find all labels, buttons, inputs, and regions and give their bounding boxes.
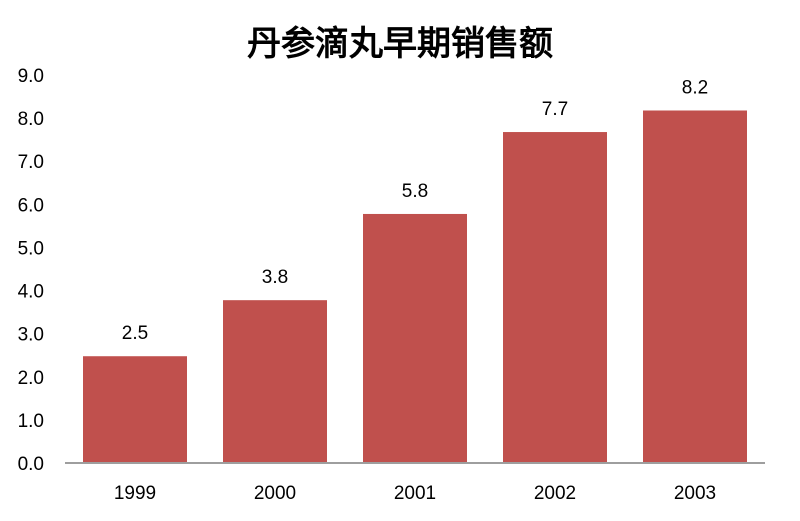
- y-tick-label: 5.0: [18, 238, 44, 259]
- bar-1999: [81, 354, 189, 465]
- y-tick-label: 8.0: [18, 109, 44, 130]
- bar-2001: [361, 211, 469, 464]
- data-label-2000: 3.8: [262, 267, 288, 288]
- chart-title: 丹参滴丸早期销售额: [247, 24, 553, 64]
- bars: 2.5 3.8 5.8 7.7 8.2: [81, 77, 749, 465]
- bar-2002: [501, 130, 609, 465]
- y-tick-label: 4.0: [18, 282, 44, 303]
- y-tick-label: 6.0: [18, 195, 44, 216]
- y-tick-label: 0.0: [18, 454, 44, 475]
- y-tick-label: 9.0: [18, 66, 44, 87]
- y-tick-label: 3.0: [18, 325, 44, 346]
- data-label-2002: 7.7: [542, 99, 568, 120]
- y-tick-label: 1.0: [18, 411, 44, 432]
- data-label-1999: 2.5: [122, 323, 148, 344]
- bar-2000: [221, 298, 329, 464]
- x-tick-label: 1999: [114, 483, 156, 504]
- data-label-2001: 5.8: [402, 181, 428, 202]
- x-axis: 1999 2000 2001 2002 2003: [65, 462, 765, 504]
- y-tick-label: 7.0: [18, 152, 44, 173]
- x-tick-label: 2000: [254, 483, 296, 504]
- x-tick-label: 2003: [674, 483, 716, 504]
- y-axis: 0.0 1.0 2.0 3.0 4.0 5.0 6.0 7.0 8.0 9.0: [18, 66, 44, 475]
- data-label-2003: 8.2: [682, 77, 708, 98]
- y-tick-label: 2.0: [18, 368, 44, 389]
- bar-2003: [641, 108, 749, 464]
- x-tick-label: 2001: [394, 483, 436, 504]
- x-tick-label: 2002: [534, 483, 576, 504]
